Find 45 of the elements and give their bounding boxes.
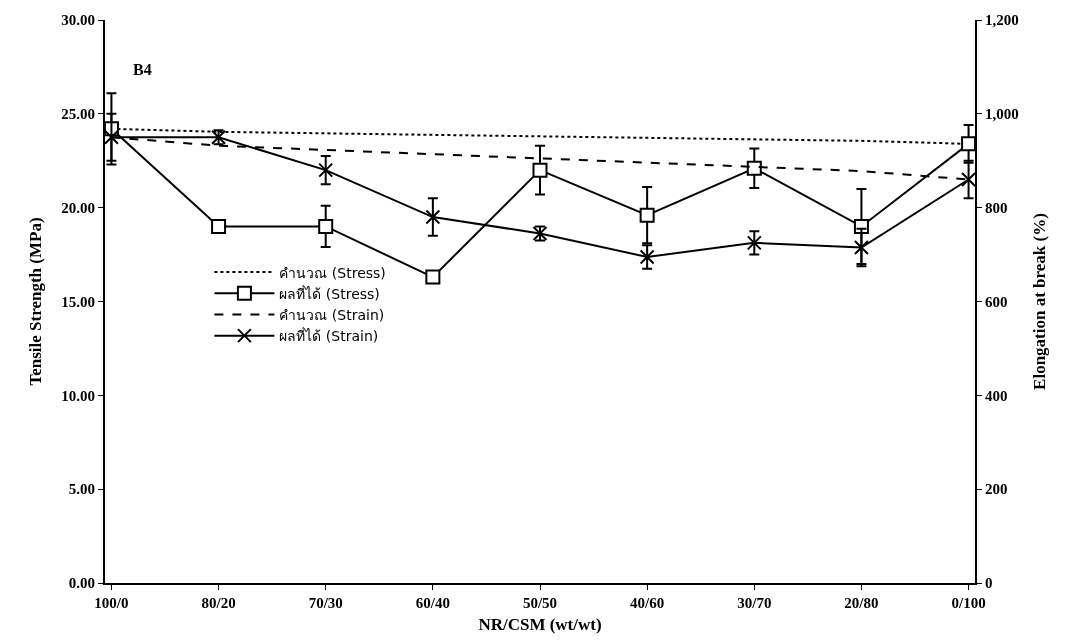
y2-tick-label: 0: [985, 575, 993, 592]
point: [961, 172, 975, 188]
y2-axis-title: Elongation at break (%): [1029, 213, 1049, 390]
y2-tick-label: 200: [985, 481, 1008, 498]
y2-tick-label: 400: [985, 387, 1008, 404]
annotation: B4: [133, 61, 152, 78]
x-tick-label: 80/20: [201, 595, 236, 611]
y-tick-label: 15.00: [61, 293, 95, 310]
x-tick-label: 40/60: [630, 595, 665, 611]
x-tick-label: 30/70: [737, 595, 772, 611]
x-tick-label: 0/100: [951, 595, 986, 611]
point: [425, 209, 441, 225]
y2-tick-label: 600: [985, 293, 1008, 310]
y2-tick-label: 1,000: [985, 106, 1019, 123]
x-tick-label: 100/0: [94, 595, 129, 611]
y-tick-label: 20.00: [61, 199, 95, 216]
y-tick-label: 30.00: [61, 12, 95, 29]
point: [639, 249, 655, 265]
point: [961, 136, 975, 152]
x-tick-label: 60/40: [415, 595, 450, 611]
point: [105, 129, 119, 145]
legend-label: คำนวณ (Strain): [279, 306, 385, 323]
point: [211, 218, 227, 234]
point: [318, 162, 334, 178]
point: [425, 269, 441, 285]
y-tick-label: 5.00: [68, 481, 95, 498]
legend-label: ผลที่ได้ (Stress): [279, 284, 380, 302]
x-tick-label: 70/30: [308, 595, 343, 611]
y-tick-label: 10.00: [61, 387, 95, 404]
point: [746, 160, 762, 176]
y-tick-label: 0.00: [68, 575, 95, 592]
y2-tick-label: 800: [985, 199, 1008, 216]
x-tick-label: 50/50: [522, 595, 558, 611]
legend-label: คำนวณ (Stress): [279, 264, 386, 281]
point: [746, 235, 762, 251]
y-tick-label: 25.00: [61, 106, 95, 123]
point: [639, 207, 655, 223]
x-tick-label: 20/80: [844, 595, 879, 611]
point: [318, 218, 334, 234]
point: [532, 162, 548, 178]
x-axis-title: NR/CSM (wt/wt): [478, 614, 602, 634]
y2-tick-label: 1,200: [985, 12, 1019, 29]
y-axis-title: Tensile Strength (MPa): [26, 217, 46, 386]
legend-label: ผลที่ได้ (Strain): [279, 327, 379, 345]
point: [853, 240, 869, 256]
